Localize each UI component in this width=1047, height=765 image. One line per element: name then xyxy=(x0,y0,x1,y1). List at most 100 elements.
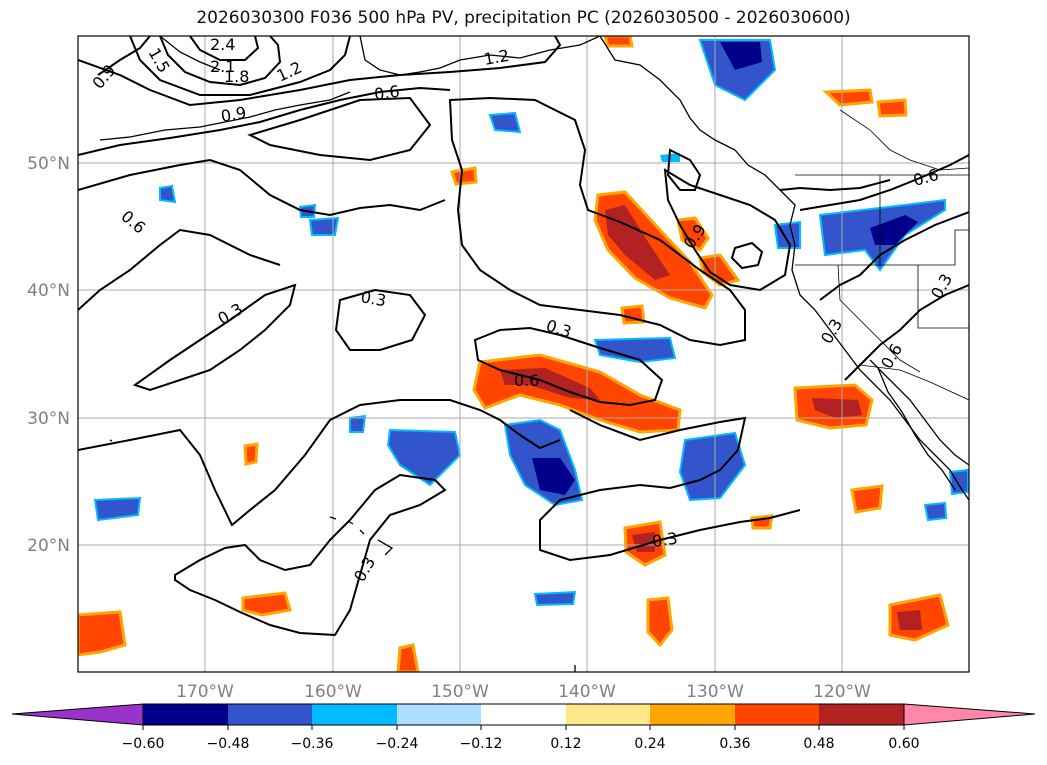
colorbar-extend-low xyxy=(11,703,144,726)
precip-area xyxy=(93,496,142,522)
colorbar-segment xyxy=(228,704,312,725)
colorbar-tick-label: −0.12 xyxy=(460,736,503,752)
pv-contour xyxy=(663,168,792,292)
baja-coastline xyxy=(877,367,956,491)
colorbar-tick-label: −0.36 xyxy=(291,736,334,752)
state-border xyxy=(917,265,969,329)
colorbar-segment xyxy=(312,704,397,725)
colorbar-extend-high xyxy=(903,703,1036,726)
precip-area xyxy=(308,216,340,236)
pv-contour xyxy=(174,473,447,637)
precip-area xyxy=(870,215,918,245)
contour-label: 2.1 xyxy=(210,57,235,76)
contour-label: 0.6 xyxy=(373,82,401,104)
lon-tick-label: 120°W xyxy=(813,682,871,702)
contour-label: 1.2 xyxy=(482,46,510,69)
colorbar-tick-label: 0.48 xyxy=(803,736,834,752)
precip-area xyxy=(678,431,747,502)
contour-label: 1.5 xyxy=(145,45,174,77)
precip-area xyxy=(603,36,634,48)
lat-tick-label: 20°N xyxy=(27,536,70,556)
island xyxy=(109,439,576,672)
gulf-of-california-coastline xyxy=(869,359,969,466)
precip-area xyxy=(605,205,670,280)
precip-area xyxy=(532,458,575,495)
pv-contour xyxy=(78,228,281,311)
precip-area xyxy=(698,253,741,287)
colorbar-tick-label: 0.36 xyxy=(719,736,750,752)
colorbar-segment xyxy=(650,704,735,725)
pv-contour xyxy=(132,283,297,392)
state-border xyxy=(837,264,921,373)
pv-contour xyxy=(159,36,282,87)
contour-label: 0.6 xyxy=(911,165,941,190)
precip-area xyxy=(676,216,710,252)
pv-contour xyxy=(448,96,746,347)
contour-label: 0.3 xyxy=(927,270,956,302)
contour-label: 0.6 xyxy=(514,371,539,390)
gridlines xyxy=(78,36,969,672)
precip-area xyxy=(948,468,969,496)
precip-area xyxy=(923,501,948,522)
colorbar-tick-label: −0.48 xyxy=(207,736,250,752)
contour-label: 0.3 xyxy=(350,553,379,585)
precip-area xyxy=(720,42,762,70)
precip-area xyxy=(241,591,292,617)
pv-contour xyxy=(247,96,432,162)
precip-area xyxy=(450,166,478,186)
colorbar-tick-label: −0.24 xyxy=(376,736,419,752)
precip-negative-areas xyxy=(93,39,969,607)
pv-contour xyxy=(539,409,801,562)
colorbar: −0.60 −0.48 −0.36 −0.24 −0.12 0.12 0.24 … xyxy=(11,703,1036,752)
precip-area xyxy=(897,610,922,630)
colorbar-segment xyxy=(819,704,904,725)
pv-contour xyxy=(334,288,427,351)
precip-area xyxy=(822,88,874,107)
longitude-axis: 170°W 160°W 150°W 140°W 130°W 120°W xyxy=(176,682,871,702)
contour-label: 0.3 xyxy=(651,529,679,551)
precip-area xyxy=(243,442,259,466)
pv-contour xyxy=(844,284,969,381)
precip-area xyxy=(488,111,522,134)
precip-area xyxy=(533,590,577,607)
pv-contour xyxy=(799,154,969,211)
colorbar-segment xyxy=(143,704,228,725)
colorbar-tick-label: 0.60 xyxy=(888,736,919,752)
pv-contour xyxy=(78,399,561,527)
pv-contour xyxy=(473,326,664,407)
precip-area xyxy=(850,484,884,514)
contour-label: 0.6 xyxy=(117,207,149,238)
lon-tick-label: 130°W xyxy=(686,682,744,702)
colorbar-tick-label: 0.24 xyxy=(634,736,665,752)
plot-title: 2026030300 F036 500 hPa PV, precipitatio… xyxy=(196,8,851,28)
contour-label: 0.9 xyxy=(219,103,247,126)
colorbar-tick-label: 0.12 xyxy=(550,736,581,752)
precip-area xyxy=(396,643,420,672)
contour-label: 0.3 xyxy=(359,287,387,310)
colorbar-segment xyxy=(481,704,566,725)
coastlines xyxy=(99,36,969,672)
pv-contour xyxy=(730,241,764,270)
precip-area xyxy=(876,98,908,118)
contour-label: 2.4 xyxy=(210,35,235,54)
lat-tick-label: 50°N xyxy=(27,154,70,174)
pv-contour xyxy=(78,158,446,217)
lon-tick-label: 140°W xyxy=(558,682,616,702)
province-border xyxy=(839,109,969,171)
colorbar-segment xyxy=(566,704,650,725)
precip-area xyxy=(646,596,674,648)
precip-area xyxy=(812,398,862,418)
lat-tick-label: 40°N xyxy=(27,281,70,301)
precip-area xyxy=(349,414,367,433)
pv-contours xyxy=(78,36,969,637)
political-borders xyxy=(795,109,969,401)
colorbar-tick-label: −0.60 xyxy=(122,736,165,752)
latitude-axis: 20°N 30°N 40°N 50°N xyxy=(27,154,70,556)
mexico-border xyxy=(859,364,969,401)
pv-contour xyxy=(97,36,151,76)
lat-tick-label: 30°N xyxy=(27,409,70,429)
lon-tick-label: 170°W xyxy=(176,682,234,702)
pv-contour xyxy=(666,148,702,191)
pv-contour xyxy=(819,211,969,301)
